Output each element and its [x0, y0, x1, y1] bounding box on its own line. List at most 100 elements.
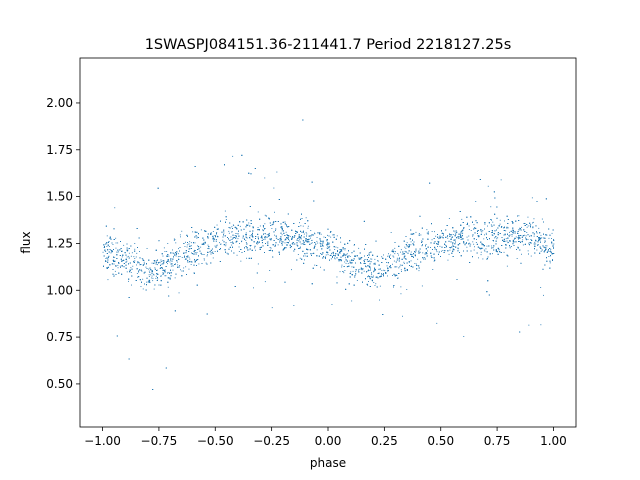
data-point [112, 244, 114, 245]
data-point [257, 237, 259, 239]
data-point [110, 249, 112, 251]
data-point [320, 266, 321, 268]
data-point [526, 232, 528, 233]
data-point [541, 249, 543, 251]
data-point [483, 238, 485, 240]
data-point [516, 258, 518, 259]
data-point [246, 237, 248, 239]
data-point [281, 242, 283, 244]
data-point [276, 237, 278, 239]
data-point [172, 269, 174, 271]
data-point [193, 253, 195, 255]
data-point [540, 250, 542, 252]
data-point [185, 252, 187, 254]
data-point [152, 280, 154, 282]
data-point [186, 258, 188, 260]
data-point [298, 237, 300, 238]
data-point [236, 254, 238, 256]
data-point [196, 236, 198, 238]
data-point [128, 255, 130, 257]
data-point [411, 255, 412, 257]
data-point [190, 242, 192, 244]
data-point [415, 251, 416, 253]
data-point [274, 234, 275, 236]
data-point [487, 225, 488, 227]
data-point [112, 269, 114, 270]
data-point [270, 247, 272, 249]
data-point [264, 223, 266, 225]
data-point [114, 256, 116, 258]
data-point [354, 275, 356, 276]
data-point [310, 235, 312, 237]
data-point [180, 269, 181, 271]
data-point [314, 232, 315, 234]
data-point [142, 288, 144, 290]
data-point [188, 268, 190, 270]
data-point [220, 244, 222, 245]
data-point [344, 249, 346, 251]
data-point [141, 270, 143, 272]
data-point [241, 240, 243, 242]
data-point [262, 229, 264, 231]
data-point [331, 304, 333, 305]
data-point [212, 238, 214, 240]
data-point [113, 276, 115, 277]
data-point [111, 251, 113, 252]
data-point [504, 233, 506, 235]
data-point [303, 244, 305, 245]
data-point [508, 235, 510, 236]
data-point [214, 238, 215, 240]
data-point [539, 232, 541, 234]
data-point [154, 268, 156, 270]
data-point [191, 252, 192, 254]
data-point [346, 253, 348, 255]
data-point [189, 248, 191, 250]
data-point [481, 244, 483, 246]
data-point [517, 233, 519, 234]
data-point [163, 247, 165, 249]
data-point [480, 251, 482, 253]
data-point [194, 250, 196, 251]
data-point [190, 261, 192, 263]
data-point [281, 230, 283, 232]
data-point [210, 233, 211, 235]
data-point [102, 251, 104, 253]
data-point [270, 225, 271, 226]
data-point [148, 270, 150, 272]
data-point [212, 231, 214, 232]
data-point [540, 287, 542, 288]
data-point [367, 276, 368, 278]
data-point [162, 255, 164, 257]
data-point [114, 270, 116, 272]
data-point [374, 285, 376, 286]
data-point [395, 251, 396, 253]
data-point [283, 232, 285, 234]
data-point [267, 241, 269, 243]
data-point [177, 256, 179, 258]
data-point [384, 270, 386, 272]
data-point [123, 244, 125, 246]
data-point [528, 324, 530, 326]
data-point [128, 252, 130, 254]
data-point [482, 230, 484, 232]
data-point [446, 236, 448, 237]
data-point [426, 229, 428, 231]
data-point [512, 232, 514, 234]
data-point [271, 228, 273, 229]
data-point [157, 264, 158, 266]
data-point [203, 239, 205, 241]
data-point [179, 234, 181, 236]
data-point [277, 221, 279, 222]
data-point [552, 253, 554, 255]
data-point [161, 261, 163, 262]
data-point [286, 224, 287, 226]
data-point [369, 266, 371, 268]
data-point [189, 241, 191, 243]
data-point [241, 252, 243, 253]
data-point [301, 231, 303, 233]
data-point [553, 247, 554, 249]
data-point [421, 241, 423, 242]
data-point [322, 243, 323, 245]
data-point [253, 241, 255, 243]
data-point [509, 247, 511, 249]
